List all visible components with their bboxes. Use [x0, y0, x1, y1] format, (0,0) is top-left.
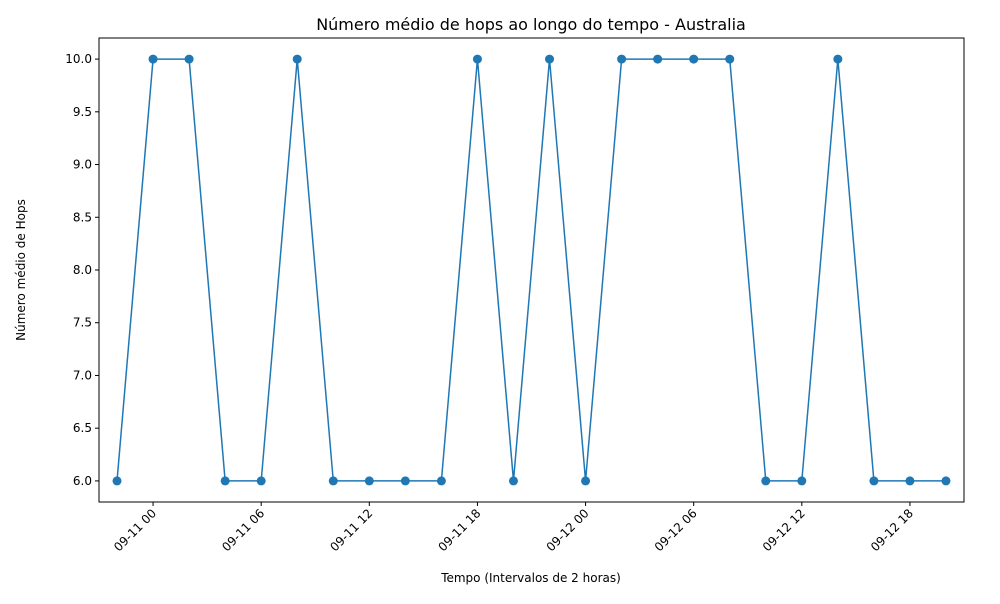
data-point	[148, 54, 158, 64]
chart-title: Número médio de hops ao longo do tempo -…	[316, 15, 746, 34]
data-point	[400, 476, 410, 486]
data-point	[184, 54, 194, 64]
series-line	[116, 58, 946, 482]
data-point	[292, 54, 302, 64]
data-point	[653, 54, 663, 64]
series-layer	[112, 54, 951, 486]
data-point	[797, 476, 807, 486]
data-point	[725, 54, 735, 64]
data-point	[617, 54, 627, 64]
data-point	[112, 476, 122, 486]
y-tick-label: 9.0	[73, 158, 92, 172]
y-tick-label: 10.0	[65, 52, 92, 66]
data-point	[364, 476, 374, 486]
data-point	[869, 476, 879, 486]
y-tick-label: 7.5	[73, 316, 92, 330]
x-axis-label: Tempo (Intervalos de 2 horas)	[440, 571, 621, 585]
data-point	[328, 476, 338, 486]
data-point	[905, 476, 915, 486]
data-point	[761, 476, 771, 486]
data-point	[833, 54, 843, 64]
y-tick-label: 8.5	[73, 210, 92, 224]
data-point	[581, 476, 591, 486]
y-axis: 6.0 6.5 7.0 7.5 8.0 8.5 9.0 9.5 10.0	[65, 52, 99, 488]
y-tick-label: 7.0	[73, 368, 92, 382]
data-point	[256, 476, 266, 486]
y-tick-label: 8.0	[73, 263, 92, 277]
data-point	[436, 476, 446, 486]
data-point	[689, 54, 699, 64]
data-point	[472, 54, 482, 64]
data-point	[941, 476, 951, 486]
y-tick-label: 6.0	[73, 474, 92, 488]
data-point	[545, 54, 555, 64]
y-tick-label: 6.5	[73, 421, 92, 435]
data-point	[220, 476, 230, 486]
y-axis-label: Número médio de Hops	[14, 199, 28, 341]
plot-frame	[98, 37, 965, 503]
data-point	[508, 476, 518, 486]
y-tick-label: 9.5	[73, 105, 92, 119]
